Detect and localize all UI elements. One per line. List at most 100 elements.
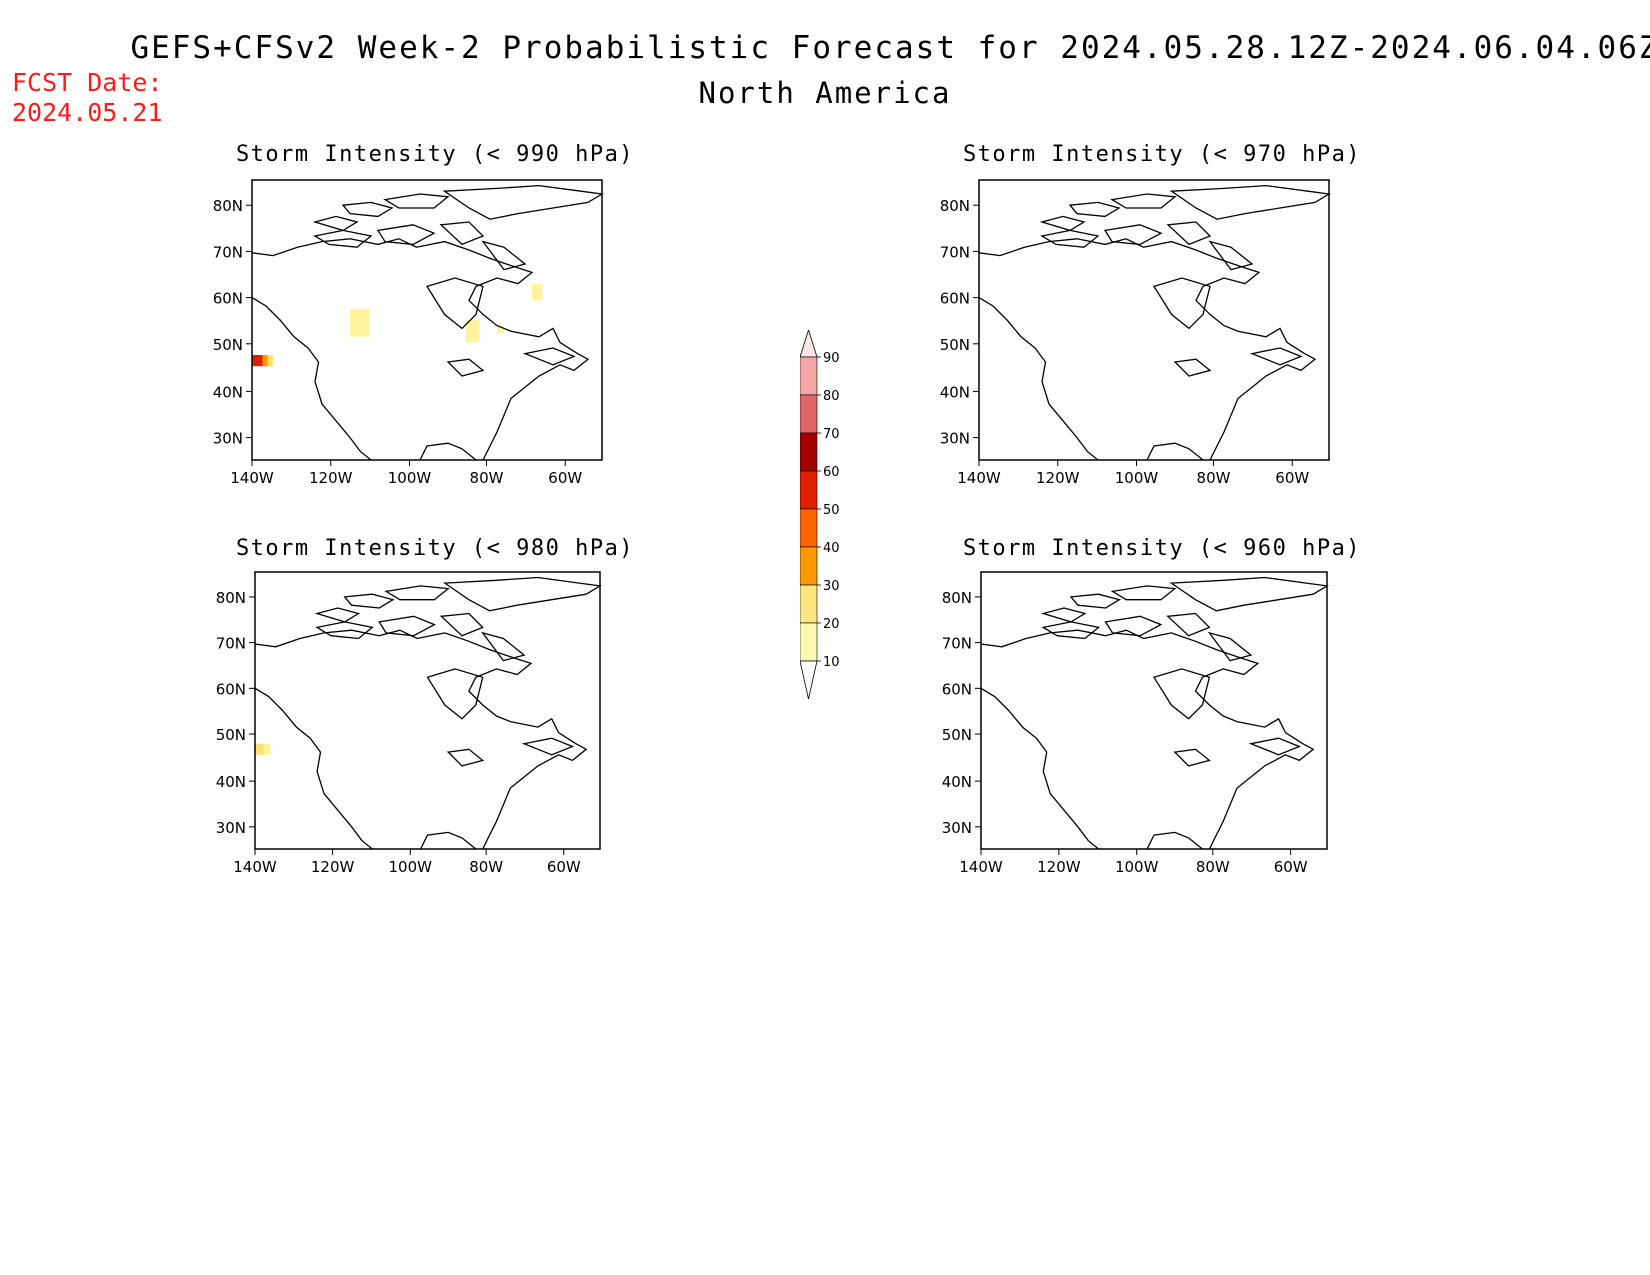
colorbar-label: 80 bbox=[823, 389, 840, 404]
colorbar-label: 70 bbox=[823, 427, 840, 442]
map-frame bbox=[254, 571, 601, 850]
colorbar-segment bbox=[800, 622, 818, 662]
lon-tick-label: 80W bbox=[1197, 469, 1231, 487]
colorbar-segment bbox=[800, 470, 818, 510]
panel-storm-intensity-970: Storm Intensity (< 970 hPa) 80N 70N 60N 50N… bbox=[925, 142, 1465, 512]
map-frame bbox=[980, 571, 1328, 850]
island-outline bbox=[446, 748, 485, 767]
colorbar-segment bbox=[800, 356, 818, 396]
lat-tick-label: 60N bbox=[942, 680, 972, 698]
island-outline bbox=[1041, 621, 1101, 640]
lon-tick-label: 120W bbox=[311, 858, 355, 876]
probability-shading bbox=[255, 743, 266, 755]
island-outline bbox=[521, 737, 575, 756]
island-outline bbox=[315, 621, 374, 640]
island-outline bbox=[383, 193, 450, 209]
colorbar-label: 40 bbox=[823, 541, 840, 556]
island-outline bbox=[425, 277, 484, 330]
island-outline bbox=[1110, 585, 1177, 601]
probability-shading bbox=[263, 743, 271, 755]
island-outline bbox=[439, 221, 485, 246]
lon-tick-label: 80W bbox=[1196, 858, 1230, 876]
island-outline bbox=[1040, 229, 1100, 248]
lon-tick-label: 140W bbox=[233, 858, 277, 876]
lon-tick-label: 80W bbox=[469, 858, 503, 876]
lat-tick-label: 60N bbox=[940, 290, 970, 308]
lon-tick-label: 140W bbox=[957, 469, 1001, 487]
island-outline bbox=[481, 631, 526, 662]
panel-title: Storm Intensity (< 990 hPa) bbox=[235, 142, 635, 167]
lon-tick-label: 100W bbox=[1115, 469, 1159, 487]
panel-storm-intensity-980: Storm Intensity (< 980 hPa) 80N 70N 60N 50N… bbox=[200, 536, 740, 906]
probability-shading bbox=[350, 308, 370, 337]
probability-shading bbox=[252, 355, 268, 367]
island-outline bbox=[1152, 277, 1211, 330]
map-area: 80N 70N 60N 50N 40N 30N 140W 120W 100W 80W 60W bbox=[213, 179, 604, 487]
map-panel-svg: 80N 70N 60N 50N 40N 30N 140W 120W 100W 80W 60W bbox=[942, 571, 1329, 876]
probability-shading bbox=[267, 355, 273, 367]
colorbar-segment bbox=[800, 584, 818, 624]
panel-title: Storm Intensity (< 960 hPa) bbox=[962, 536, 1362, 561]
island-outline bbox=[1166, 221, 1212, 246]
island-outline bbox=[1166, 612, 1211, 637]
probability-shading bbox=[532, 283, 543, 301]
island-outline bbox=[1104, 615, 1163, 637]
island-outline bbox=[1169, 576, 1329, 612]
colorbar-segment bbox=[800, 546, 818, 586]
map-area: 80N 70N 60N 50N 40N 30N 140W 120W 100W 80W 60W bbox=[942, 571, 1329, 876]
lon-tick-label: 100W bbox=[388, 469, 432, 487]
island-outline bbox=[378, 615, 436, 637]
lat-tick-label: 70N bbox=[213, 243, 243, 261]
colorbar-segment bbox=[800, 432, 818, 472]
probability-shading bbox=[497, 325, 504, 334]
lat-tick-label: 40N bbox=[940, 383, 970, 401]
lon-tick-label: 60W bbox=[1275, 469, 1309, 487]
lon-tick-label: 120W bbox=[309, 469, 353, 487]
lat-tick-label: 30N bbox=[942, 819, 972, 837]
lon-tick-label: 60W bbox=[548, 469, 582, 487]
lon-tick-label: 60W bbox=[1274, 858, 1308, 876]
island-outline bbox=[376, 224, 436, 246]
island-outline bbox=[314, 607, 361, 623]
lon-tick-label: 120W bbox=[1036, 469, 1080, 487]
map-area: 80N 70N 60N 50N 40N 30N 140W 120W 100W 80W 60W bbox=[216, 571, 602, 876]
lon-tick-label: 60W bbox=[547, 858, 581, 876]
island-outline bbox=[1249, 347, 1303, 366]
lat-tick-label: 80N bbox=[942, 589, 972, 607]
island-outline bbox=[426, 668, 484, 720]
island-outline bbox=[446, 358, 485, 377]
panel-title: Storm Intensity (< 970 hPa) bbox=[962, 142, 1362, 167]
island-outline bbox=[442, 576, 602, 612]
island-outline bbox=[1110, 193, 1177, 209]
island-outline bbox=[341, 201, 394, 218]
lat-tick-label: 30N bbox=[940, 430, 970, 448]
probability-shading bbox=[465, 320, 480, 343]
coastline bbox=[978, 238, 1317, 461]
island-outline bbox=[1173, 358, 1212, 377]
colorbar-label: 60 bbox=[823, 465, 840, 480]
island-outline bbox=[1103, 224, 1163, 246]
forecast-date-label: FCST Date: bbox=[12, 68, 163, 97]
map-frame bbox=[978, 179, 1330, 461]
island-outline bbox=[481, 240, 527, 271]
map-area: 80N 70N 60N 50N 40N 30N 140W 120W 100W 80W 60W bbox=[940, 179, 1331, 487]
lon-tick-label: 100W bbox=[389, 858, 433, 876]
island-outline bbox=[439, 612, 484, 637]
colorbar-segment bbox=[800, 394, 818, 434]
main-title: GEFS+CFSv2 Week-2 Probabilistic Forecast… bbox=[130, 30, 1650, 66]
island-outline bbox=[384, 585, 450, 601]
island-outline bbox=[1248, 737, 1302, 756]
colorbar-bottom-cap bbox=[800, 660, 818, 700]
island-outline bbox=[1173, 748, 1211, 767]
colorbar-label: 20 bbox=[823, 617, 840, 632]
lat-tick-label: 50N bbox=[213, 336, 243, 354]
lat-tick-label: 80N bbox=[213, 197, 243, 215]
lon-tick-label: 120W bbox=[1037, 858, 1081, 876]
colorbar-segment bbox=[800, 508, 818, 548]
lat-tick-label: 60N bbox=[213, 290, 243, 308]
island-outline bbox=[1152, 668, 1211, 720]
panel-title: Storm Intensity (< 980 hPa) bbox=[235, 536, 635, 561]
lat-tick-label: 50N bbox=[940, 336, 970, 354]
coastline bbox=[980, 629, 1315, 850]
panel-storm-intensity-960: Storm Intensity (< 960 hPa) 80N 70N 60N 50N… bbox=[925, 536, 1465, 906]
